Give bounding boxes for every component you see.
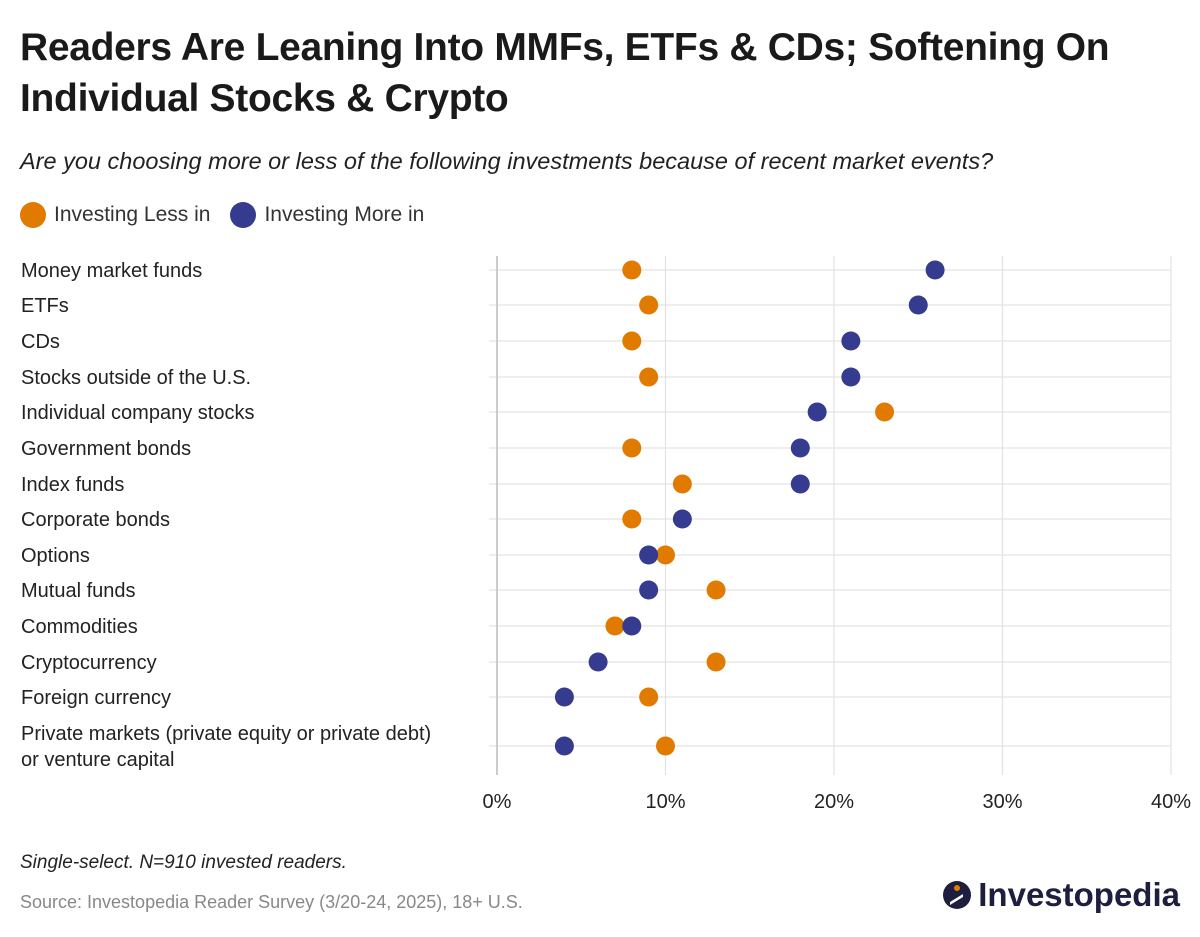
dot-investing-less [622, 509, 642, 529]
legend-label-less: Investing Less in [54, 203, 211, 226]
dot-investing-less [605, 616, 625, 636]
chart-subtitle: Are you choosing more or less of the fol… [20, 148, 994, 174]
dot-investing-less [622, 438, 642, 458]
footnote: Single-select. N=910 invested readers. [20, 852, 347, 873]
category-label: Corporate bonds [21, 509, 170, 531]
x-tick-label: 10% [645, 791, 685, 813]
dot-investing-more [790, 438, 810, 458]
x-tick-label: 40% [1151, 791, 1191, 813]
dot-investing-less [672, 474, 692, 494]
category-label: Cryptocurrency [21, 652, 157, 674]
legend-swatch-more [230, 202, 257, 228]
dot-investing-more [588, 652, 608, 672]
category-label: Mutual funds [21, 580, 136, 602]
dot-investing-more [672, 509, 692, 529]
dot-investing-less [706, 652, 726, 672]
category-label: ETFs [21, 295, 69, 317]
category-label: Options [21, 545, 90, 567]
dot-investing-less [706, 580, 726, 600]
dot-investing-more [639, 545, 659, 565]
dot-investing-more [790, 474, 810, 494]
dot-investing-less [639, 687, 659, 707]
chart-title: Readers Are Leaning Into MMFs, ETFs & CD… [20, 26, 1110, 120]
legend-item-less: Investing Less in [20, 202, 210, 228]
dot-investing-less [639, 295, 659, 315]
category-label: Private markets (private equity or priva… [21, 723, 431, 771]
category-label: CDs [21, 331, 60, 353]
dot-investing-less [875, 402, 895, 422]
dot-investing-less [622, 331, 642, 351]
dot-investing-more [554, 687, 574, 707]
legend-swatch-less [20, 202, 46, 228]
dot-investing-less [622, 260, 642, 280]
legend-label-more: Investing More in [264, 203, 425, 226]
category-label: Individual company stocks [21, 402, 254, 424]
category-label: Foreign currency [21, 687, 171, 709]
dot-investing-more [841, 331, 861, 351]
category-label: Stocks outside of the U.S. [21, 367, 251, 389]
x-tick-label: 30% [982, 791, 1022, 813]
dot-investing-more [622, 616, 642, 636]
brand-name: Investopedia [978, 876, 1180, 913]
category-label: Government bonds [21, 438, 191, 460]
brand-logo: Investopedia [942, 876, 1180, 914]
legend-item-more: Investing More in [230, 202, 424, 228]
dot-investing-less [639, 367, 659, 387]
dot-investing-less [656, 545, 675, 565]
category-label: Index funds [21, 474, 124, 496]
dot-investing-more [841, 367, 861, 387]
category-label: Money market funds [21, 260, 202, 282]
dot-investing-more [908, 295, 928, 315]
x-tick-label: 20% [814, 791, 854, 813]
source-line: Source: Investopedia Reader Survey (3/20… [20, 892, 523, 912]
legend: Investing Less in Investing More in [20, 202, 444, 228]
investopedia-logo-icon [943, 881, 972, 909]
dot-investing-more [554, 736, 574, 756]
dot-investing-less [656, 736, 675, 756]
x-tick-label: 0% [483, 791, 512, 813]
dot-investing-more [639, 580, 659, 600]
category-label: Commodities [21, 616, 138, 638]
dot-investing-more [807, 402, 827, 422]
dot-investing-more [925, 260, 945, 280]
